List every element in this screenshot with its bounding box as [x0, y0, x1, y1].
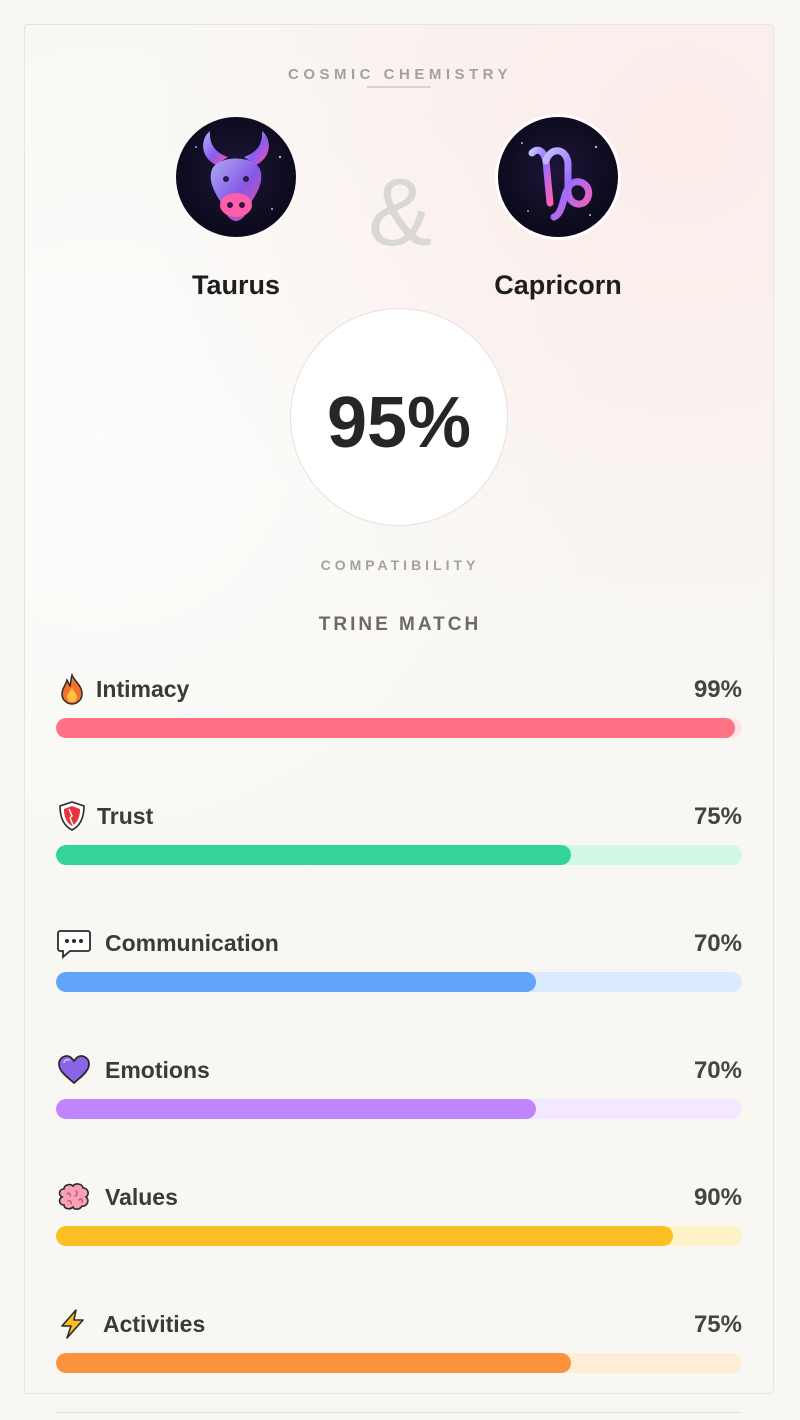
progress-fill	[56, 1353, 571, 1373]
capricorn-avatar	[498, 117, 618, 237]
score-circle: 95%	[290, 308, 508, 526]
taurus-bull-icon	[195, 131, 282, 221]
capricorn-glyph-icon	[521, 142, 598, 221]
progress-track	[56, 972, 742, 992]
metric-value: 70%	[693, 930, 742, 957]
metric-label: Values	[105, 1184, 178, 1210]
sign-name-capricorn: Capricorn	[494, 270, 622, 300]
metric-label: Emotions	[105, 1057, 210, 1083]
metric-values: Values 90%	[56, 1181, 742, 1261]
progress-track	[56, 718, 742, 738]
lightning-icon	[56, 1308, 88, 1340]
taurus-avatar	[176, 117, 296, 237]
metric-label: Intimacy	[96, 676, 190, 702]
metric-value: 99%	[693, 676, 742, 703]
progress-fill	[56, 718, 736, 738]
progress-track	[56, 1099, 742, 1119]
progress-fill	[56, 845, 571, 865]
metric-value: 90%	[693, 1184, 742, 1211]
progress-fill	[56, 1226, 674, 1246]
brain-icon	[56, 1181, 89, 1213]
compatibility-score: 95%	[326, 383, 472, 463]
shield-icon	[56, 800, 88, 832]
ampersand: &	[367, 159, 433, 266]
metric-communication: Communication 70%	[56, 927, 742, 1007]
progress-fill	[56, 972, 537, 992]
metric-value: 75%	[693, 1311, 742, 1338]
metric-value: 70%	[693, 1057, 742, 1084]
progress-track	[56, 1226, 742, 1246]
purple-heart-icon	[56, 1054, 90, 1086]
header-underline	[367, 86, 431, 88]
compatibility-label: COMPATIBILITY	[320, 557, 480, 573]
metric-trust: Trust 75%	[56, 800, 742, 880]
metric-emotions: Emotions 70%	[56, 1054, 742, 1134]
progress-fill	[56, 1099, 537, 1119]
progress-track	[56, 845, 742, 865]
metric-label: Activities	[103, 1311, 206, 1337]
metric-activities: Activities 75%	[56, 1308, 742, 1388]
metric-label: Communication	[105, 930, 279, 956]
metric-value: 75%	[693, 803, 742, 830]
metric-intimacy: Intimacy 99%	[56, 673, 742, 753]
compatibility-card	[24, 24, 774, 1394]
metric-label: Trust	[97, 803, 154, 829]
speech-bubble-icon	[56, 927, 91, 959]
bottom-divider	[56, 1412, 742, 1413]
fire-icon	[56, 673, 88, 705]
header-title: COSMIC CHEMISTRY	[288, 66, 512, 83]
sign-name-taurus: Taurus	[191, 270, 280, 300]
match-type-label: TRINE MATCH	[318, 614, 482, 635]
progress-track	[56, 1353, 742, 1373]
